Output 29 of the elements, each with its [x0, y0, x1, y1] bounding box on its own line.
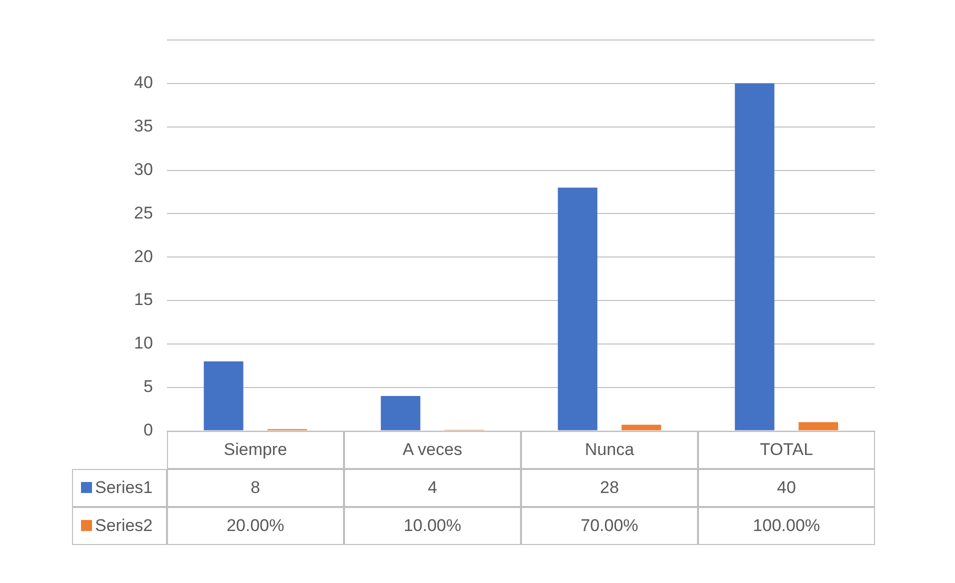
data-label: 10.00%: [344, 506, 521, 545]
x-tick-label: TOTAL: [698, 430, 875, 469]
y-tick-label: 40: [134, 73, 153, 92]
bar: [204, 361, 244, 430]
y-tick-label: 10: [134, 334, 153, 353]
x-tick-label: Siempre: [166, 430, 344, 469]
bar: [798, 422, 838, 430]
y-tick-label: 20: [134, 246, 153, 266]
legend-label: Series2: [72, 506, 167, 545]
y-tick-label: 0: [143, 420, 153, 440]
bar: [734, 83, 774, 430]
data-label: 28: [520, 468, 698, 507]
y-tick-label: 25: [134, 203, 153, 222]
y-tick-label: 5: [143, 377, 153, 396]
bar: [380, 396, 420, 430]
data-label: 8: [166, 468, 344, 507]
legend-label: Series1: [72, 468, 167, 507]
data-label: 100.00%: [698, 506, 875, 545]
y-tick-label: 35: [134, 116, 153, 136]
y-tick-label: 30: [134, 160, 153, 179]
data-label: 40: [698, 468, 875, 507]
data-label: 70.00%: [520, 506, 698, 545]
data-label: 4: [344, 468, 521, 507]
x-tick-label: A veces: [344, 430, 521, 469]
bar: [558, 188, 598, 430]
x-tick-label: Nunca: [520, 430, 698, 469]
data-label: 20.00%: [166, 506, 344, 545]
y-tick-label: 15: [134, 290, 153, 310]
bar: [622, 424, 662, 430]
